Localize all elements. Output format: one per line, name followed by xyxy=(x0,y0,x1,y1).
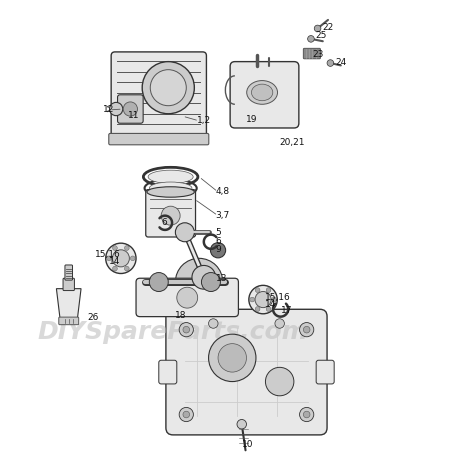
Text: 6: 6 xyxy=(216,237,221,246)
Circle shape xyxy=(106,243,136,273)
Text: 24: 24 xyxy=(336,58,347,67)
Circle shape xyxy=(113,246,118,250)
Circle shape xyxy=(179,407,193,422)
Circle shape xyxy=(123,102,137,116)
FancyBboxPatch shape xyxy=(63,278,74,291)
FancyBboxPatch shape xyxy=(59,317,79,325)
Circle shape xyxy=(209,319,218,328)
Circle shape xyxy=(124,266,129,271)
Text: 9: 9 xyxy=(216,246,221,254)
FancyBboxPatch shape xyxy=(118,95,143,123)
Circle shape xyxy=(161,206,180,225)
Circle shape xyxy=(130,256,135,261)
Text: 15,16: 15,16 xyxy=(95,250,120,259)
Text: 25: 25 xyxy=(315,31,327,40)
FancyBboxPatch shape xyxy=(111,52,206,143)
Wedge shape xyxy=(175,258,223,282)
FancyBboxPatch shape xyxy=(230,62,299,128)
Text: 17: 17 xyxy=(281,306,292,315)
Circle shape xyxy=(265,367,294,396)
Circle shape xyxy=(124,246,129,250)
Text: 12: 12 xyxy=(103,106,115,114)
Circle shape xyxy=(275,319,284,328)
Ellipse shape xyxy=(148,170,193,183)
Circle shape xyxy=(109,102,123,116)
Circle shape xyxy=(201,273,220,292)
Polygon shape xyxy=(56,289,81,320)
Text: 23: 23 xyxy=(312,50,323,59)
FancyBboxPatch shape xyxy=(303,48,320,59)
Circle shape xyxy=(150,70,186,106)
Ellipse shape xyxy=(246,81,278,104)
Circle shape xyxy=(149,273,168,292)
Ellipse shape xyxy=(149,182,192,194)
Circle shape xyxy=(300,407,314,422)
Text: 19: 19 xyxy=(246,115,257,124)
FancyBboxPatch shape xyxy=(65,265,73,280)
Circle shape xyxy=(255,292,271,308)
FancyBboxPatch shape xyxy=(316,360,334,384)
Circle shape xyxy=(250,297,255,302)
Circle shape xyxy=(142,62,194,114)
Circle shape xyxy=(308,36,314,42)
Circle shape xyxy=(209,334,256,382)
Text: 10: 10 xyxy=(242,440,253,448)
Text: 6: 6 xyxy=(161,219,167,227)
Circle shape xyxy=(175,223,194,242)
Wedge shape xyxy=(145,282,197,308)
Ellipse shape xyxy=(147,187,194,197)
Ellipse shape xyxy=(251,84,273,101)
Text: 5: 5 xyxy=(216,228,221,237)
Circle shape xyxy=(218,344,246,372)
Circle shape xyxy=(300,323,314,337)
Circle shape xyxy=(272,297,276,302)
Circle shape xyxy=(327,60,334,66)
Circle shape xyxy=(179,323,193,337)
Text: 15,16: 15,16 xyxy=(265,293,291,301)
Circle shape xyxy=(237,419,246,429)
Text: 4,8: 4,8 xyxy=(216,188,230,196)
Text: 22: 22 xyxy=(322,23,334,31)
FancyBboxPatch shape xyxy=(146,190,195,237)
Circle shape xyxy=(210,243,226,258)
Circle shape xyxy=(177,287,198,308)
Circle shape xyxy=(183,411,190,418)
Text: DIYSpareParts.com: DIYSpareParts.com xyxy=(38,320,309,344)
Circle shape xyxy=(255,288,260,292)
Circle shape xyxy=(112,250,129,267)
Circle shape xyxy=(266,307,271,311)
Text: 11: 11 xyxy=(128,111,139,120)
Circle shape xyxy=(192,265,216,289)
FancyBboxPatch shape xyxy=(109,134,209,145)
FancyBboxPatch shape xyxy=(159,360,177,384)
Text: 20,21: 20,21 xyxy=(280,138,305,146)
Text: 13: 13 xyxy=(216,274,227,283)
Circle shape xyxy=(112,266,117,271)
Text: 26: 26 xyxy=(88,313,99,322)
Circle shape xyxy=(249,285,277,314)
Text: 14: 14 xyxy=(109,257,120,266)
FancyBboxPatch shape xyxy=(166,310,327,435)
Text: 1,2: 1,2 xyxy=(197,117,211,125)
Text: 18: 18 xyxy=(175,311,187,319)
Circle shape xyxy=(266,288,271,292)
FancyBboxPatch shape xyxy=(136,278,238,317)
Text: 14: 14 xyxy=(265,300,277,309)
Circle shape xyxy=(183,326,190,333)
Circle shape xyxy=(314,25,321,32)
Circle shape xyxy=(255,307,260,311)
Circle shape xyxy=(107,256,111,261)
Circle shape xyxy=(303,326,310,333)
Circle shape xyxy=(303,411,310,418)
Text: 3,7: 3,7 xyxy=(216,211,230,220)
